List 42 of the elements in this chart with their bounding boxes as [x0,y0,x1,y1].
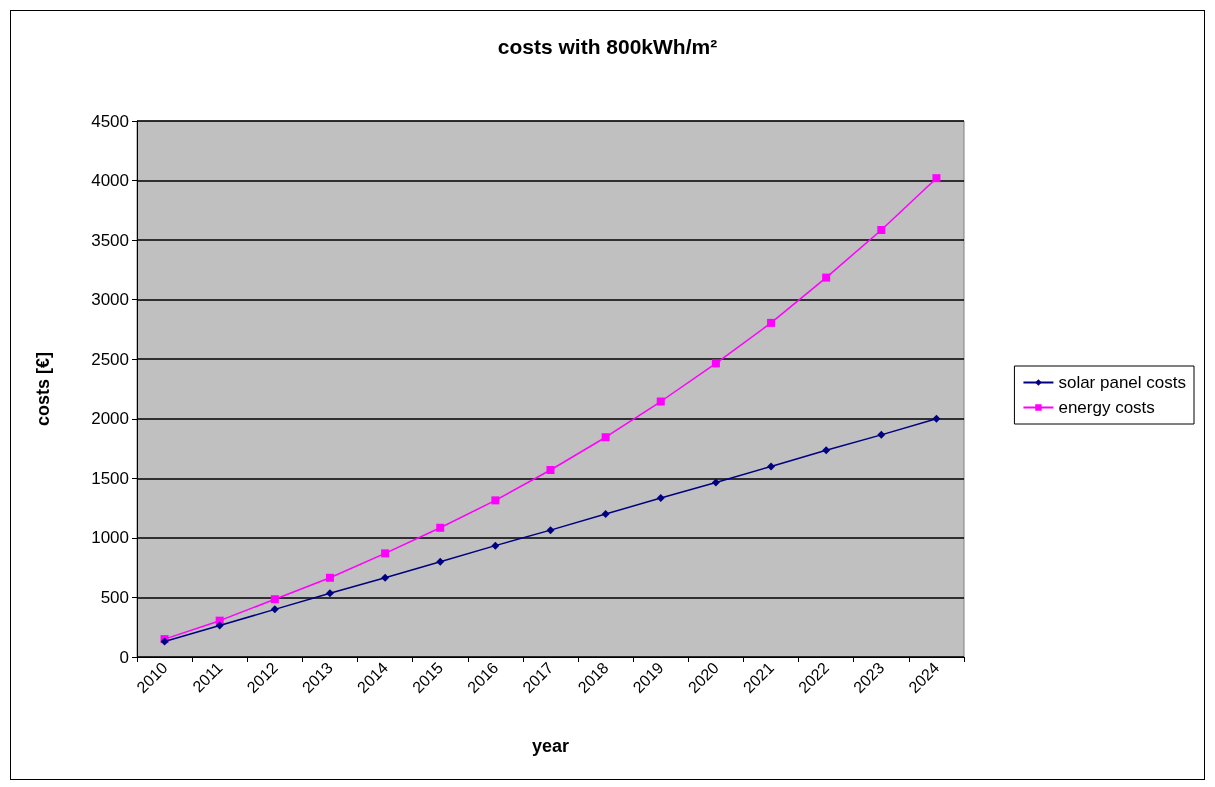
y-tick-label: 3500 [91,230,129,250]
legend-label: solar panel costs [1058,373,1187,392]
y-tick-label: 4500 [91,111,129,131]
point [270,605,279,614]
point [325,589,334,598]
point [546,466,555,474]
point [270,595,279,604]
y-axis-title: costs [€] [33,351,53,427]
point [877,430,886,439]
chart-title: costs with 800kWh/m² [497,35,718,58]
point [491,541,500,550]
point [656,397,665,406]
point [436,557,445,566]
y-tick-label: 1500 [91,468,129,488]
point [601,433,610,442]
point [325,573,334,582]
point [822,273,831,282]
point [601,510,610,519]
x-axis-title: year [531,736,570,756]
point [491,496,500,505]
point [767,318,776,327]
point [932,174,941,183]
y-tick-label: 2500 [91,349,129,369]
y-tick-label: 4000 [91,171,129,191]
legend-label: energy costs [1058,398,1155,417]
point [711,478,720,487]
point [381,573,390,582]
point [822,446,831,455]
y-tick-label: 1000 [91,528,129,548]
y-tick-label: 500 [100,587,129,607]
point [711,359,720,368]
point [546,526,555,535]
point [932,414,941,423]
point [215,621,224,630]
y-tick-label: 3000 [91,290,129,310]
point [436,523,445,532]
point [656,493,665,502]
point [381,549,390,558]
y-tick-label: 2000 [91,409,129,429]
point [877,225,886,234]
y-tick-label: 0 [119,647,129,667]
point [767,462,776,471]
